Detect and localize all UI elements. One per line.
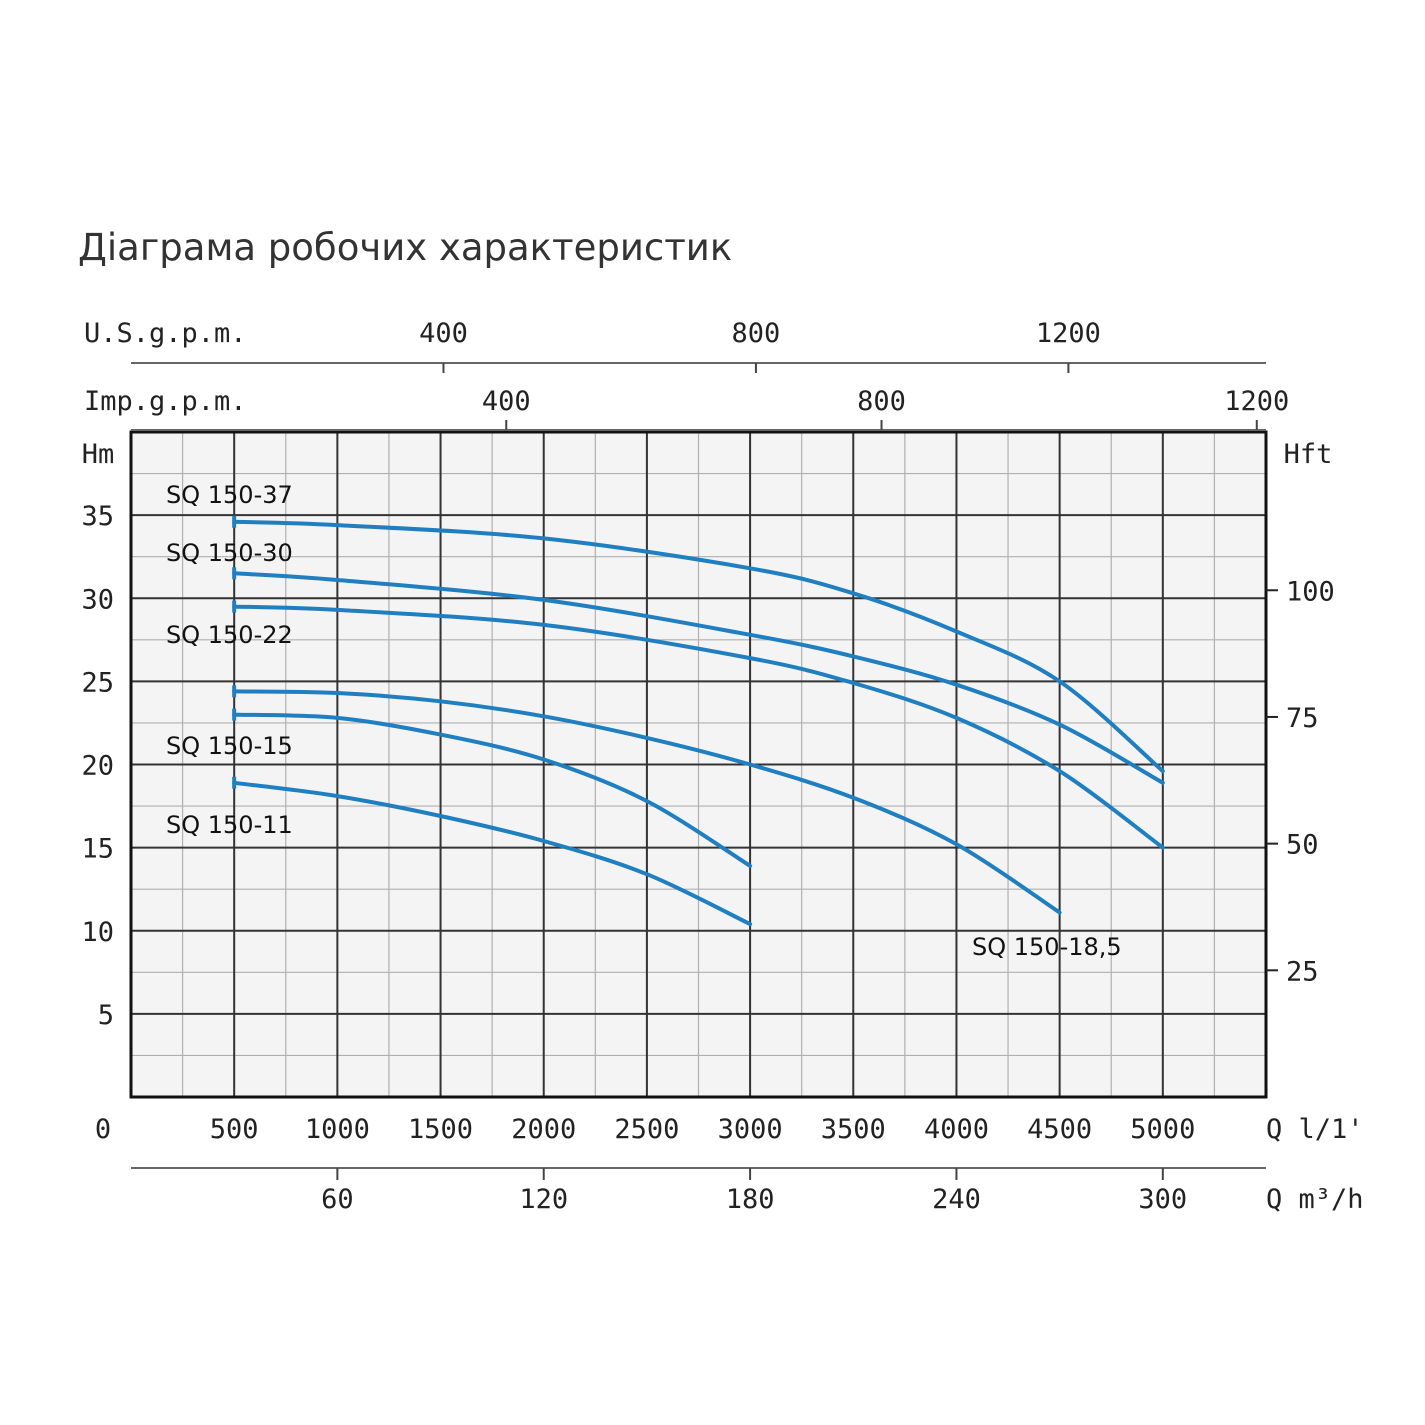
x-tick-label: 4000 bbox=[924, 1114, 989, 1145]
series-line-sq-150-30 bbox=[232, 571, 1165, 785]
us-gpm-label: U.S.g.p.m. bbox=[84, 318, 247, 349]
y-right-tick-label: 50 bbox=[1286, 830, 1319, 861]
x-tick-label: 500 bbox=[210, 1114, 259, 1145]
bottom-axes: 0 500 1000 1500 2000 2500 3000 3500 4000 4500 5000… bbox=[95, 1114, 1364, 1215]
y-right-tick-label: 100 bbox=[1286, 576, 1335, 607]
x-tick-label: 3500 bbox=[821, 1114, 886, 1145]
us-gpm-tick-label: 400 bbox=[419, 318, 468, 349]
imp-gpm-tick-label: 400 bbox=[482, 386, 531, 417]
series-label-sq-150-15: SQ 150-15 bbox=[166, 732, 293, 760]
series-labels: SQ 150-37 SQ 150-30 SQ 150-22 SQ 150-18,5 SQ… bbox=[166, 481, 1122, 961]
series-label-sq-150-37: SQ 150-37 bbox=[166, 481, 293, 509]
series-line-sq-150-18-5 bbox=[232, 689, 1062, 915]
y-tick-label: 25 bbox=[81, 667, 114, 698]
series-line-sq-150-15 bbox=[232, 712, 753, 868]
x-tick-label: 1000 bbox=[305, 1114, 370, 1145]
x-tick-label: 2500 bbox=[614, 1114, 679, 1145]
y-tick-label: 20 bbox=[81, 751, 114, 782]
y-axis-label-hm: Hm bbox=[82, 439, 115, 470]
left-axis: 5 10 15 20 25 30 35 Hm bbox=[81, 439, 114, 1031]
y-right-tick-label: 75 bbox=[1286, 703, 1319, 734]
x-tick-label: 5000 bbox=[1130, 1114, 1195, 1145]
x-axis-label-lmin: Q l/1' bbox=[1266, 1114, 1364, 1145]
x-tick-label: 3000 bbox=[718, 1114, 783, 1145]
y-tick-label: 35 bbox=[81, 501, 114, 532]
series-line-sq-150-22 bbox=[232, 604, 1165, 850]
chart-title: Діаграма робочих характеристик bbox=[78, 226, 733, 269]
series-label-sq-150-18-5: SQ 150-18,5 bbox=[972, 933, 1122, 961]
top-axes: 400 800 1200 U.S.g.p.m. 400 800 1200 Imp.g.p.m. bbox=[84, 318, 1289, 431]
m3h-tick-label: 180 bbox=[726, 1184, 775, 1215]
right-axis: 25 50 75 100 Hft bbox=[1266, 439, 1335, 987]
imp-gpm-label: Imp.g.p.m. bbox=[84, 386, 247, 417]
series-line-sq-150-11 bbox=[232, 780, 753, 927]
x-tick-label: 4500 bbox=[1027, 1114, 1092, 1145]
plot-frame bbox=[129, 430, 1268, 1099]
series-lines bbox=[232, 515, 1165, 927]
series-label-sq-150-11: SQ 150-11 bbox=[166, 811, 293, 839]
us-gpm-tick-label: 800 bbox=[732, 318, 781, 349]
y-right-tick-label: 25 bbox=[1286, 956, 1319, 987]
m3h-tick-label: 60 bbox=[321, 1184, 354, 1215]
series-line-sq-150-37 bbox=[232, 519, 1165, 774]
y-tick-label: 30 bbox=[81, 584, 114, 615]
y-tick-label: 15 bbox=[81, 834, 114, 865]
series-label-sq-150-22: SQ 150-22 bbox=[166, 621, 293, 649]
y-axis-label-hft: Hft bbox=[1284, 439, 1333, 470]
x-tick-label: 1500 bbox=[408, 1114, 473, 1145]
m3h-tick-label: 300 bbox=[1138, 1184, 1187, 1215]
y-tick-label: 5 bbox=[98, 1000, 114, 1031]
plot-border bbox=[129, 430, 1268, 1099]
imp-gpm-tick-label: 800 bbox=[857, 386, 906, 417]
us-gpm-tick-label: 1200 bbox=[1036, 318, 1101, 349]
imp-gpm-tick-label: 1200 bbox=[1224, 386, 1289, 417]
x-axis-label-m3h: Q m³/h bbox=[1266, 1184, 1364, 1215]
y-tick-label: 10 bbox=[81, 917, 114, 948]
m3h-tick-label: 240 bbox=[932, 1184, 981, 1215]
x-tick-label: 0 bbox=[95, 1114, 111, 1145]
series-label-sq-150-30: SQ 150-30 bbox=[166, 539, 293, 567]
x-tick-label: 2000 bbox=[511, 1114, 576, 1145]
m3h-tick-label: 120 bbox=[519, 1184, 568, 1215]
